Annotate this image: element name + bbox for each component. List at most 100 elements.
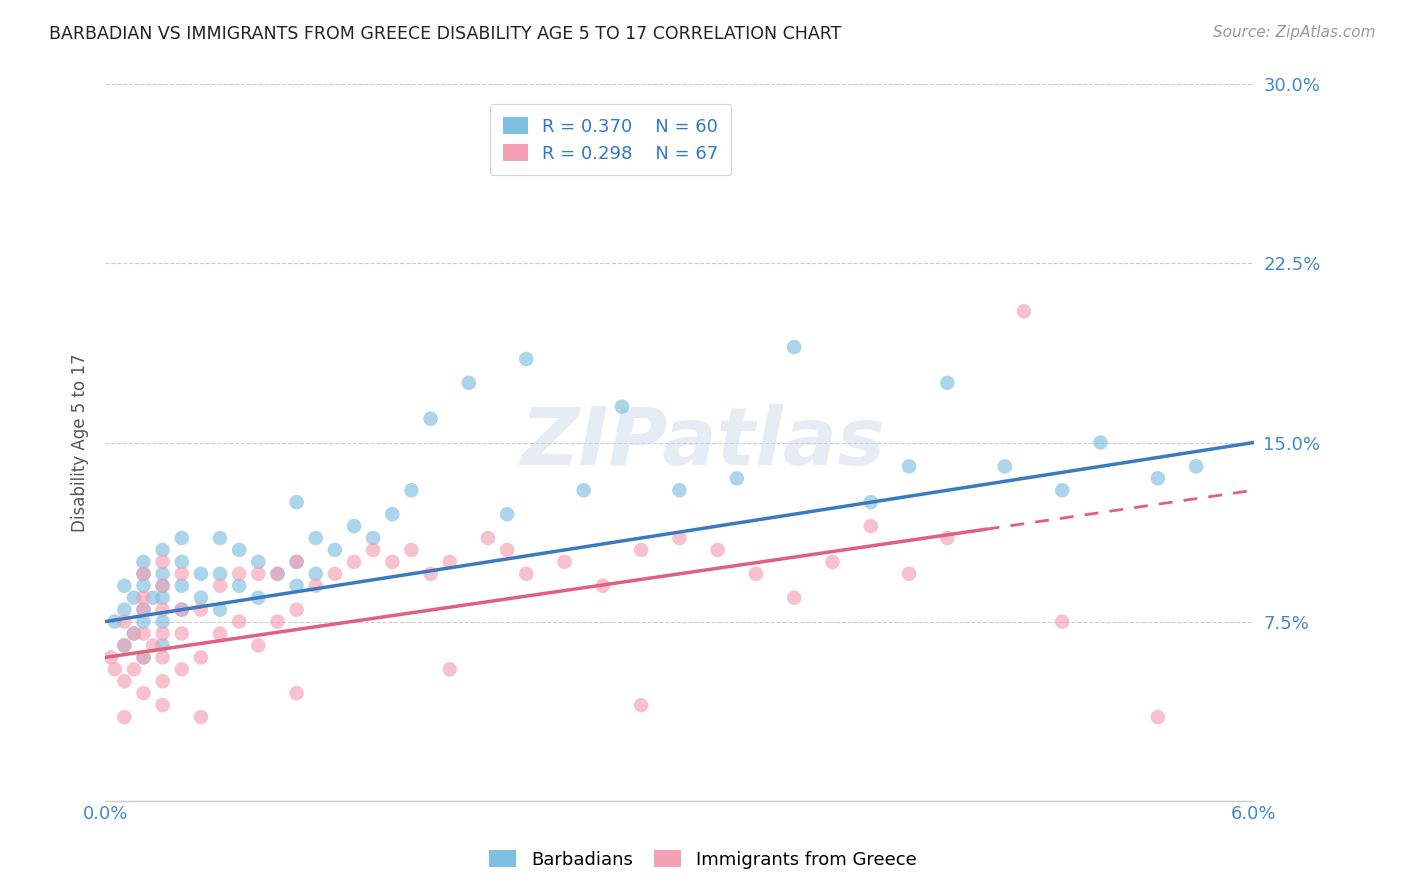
- Point: [936, 376, 959, 390]
- Point: [1050, 615, 1073, 629]
- Point: [266, 566, 288, 581]
- Point: [859, 519, 882, 533]
- Point: [1050, 483, 1073, 498]
- Point: [285, 579, 308, 593]
- Point: [228, 543, 250, 558]
- Point: [439, 662, 461, 676]
- Point: [343, 519, 366, 533]
- Point: [228, 615, 250, 629]
- Point: [112, 639, 135, 653]
- Point: [572, 483, 595, 498]
- Point: [100, 650, 122, 665]
- Legend: Barbadians, Immigrants from Greece: Barbadians, Immigrants from Greece: [482, 843, 924, 876]
- Point: [305, 579, 328, 593]
- Point: [554, 555, 576, 569]
- Point: [859, 495, 882, 509]
- Point: [610, 400, 633, 414]
- Point: [190, 710, 212, 724]
- Point: [190, 650, 212, 665]
- Point: [112, 602, 135, 616]
- Point: [496, 507, 519, 521]
- Point: [401, 483, 423, 498]
- Point: [152, 591, 174, 605]
- Point: [142, 591, 165, 605]
- Point: [132, 626, 155, 640]
- Point: [285, 555, 308, 569]
- Point: [477, 531, 499, 545]
- Legend: R = 0.370    N = 60, R = 0.298    N = 67: R = 0.370 N = 60, R = 0.298 N = 67: [489, 104, 731, 175]
- Point: [285, 686, 308, 700]
- Point: [190, 566, 212, 581]
- Point: [152, 543, 174, 558]
- Point: [898, 459, 921, 474]
- Point: [209, 626, 232, 640]
- Point: [1147, 471, 1170, 485]
- Point: [132, 566, 155, 581]
- Point: [515, 566, 537, 581]
- Point: [132, 686, 155, 700]
- Point: [104, 615, 127, 629]
- Point: [285, 555, 308, 569]
- Point: [132, 602, 155, 616]
- Point: [630, 543, 652, 558]
- Point: [112, 615, 135, 629]
- Point: [152, 615, 174, 629]
- Point: [381, 507, 404, 521]
- Point: [247, 591, 270, 605]
- Point: [496, 543, 519, 558]
- Point: [152, 626, 174, 640]
- Point: [1090, 435, 1112, 450]
- Point: [439, 555, 461, 569]
- Point: [361, 543, 384, 558]
- Point: [994, 459, 1017, 474]
- Point: [112, 639, 135, 653]
- Text: ZIPatlas: ZIPatlas: [520, 403, 884, 482]
- Point: [266, 566, 288, 581]
- Point: [228, 579, 250, 593]
- Point: [361, 531, 384, 545]
- Point: [104, 662, 127, 676]
- Point: [247, 555, 270, 569]
- Point: [170, 531, 193, 545]
- Point: [285, 602, 308, 616]
- Point: [132, 650, 155, 665]
- Point: [152, 698, 174, 713]
- Point: [170, 602, 193, 616]
- Point: [323, 566, 346, 581]
- Point: [112, 710, 135, 724]
- Point: [170, 566, 193, 581]
- Point: [457, 376, 479, 390]
- Point: [515, 351, 537, 366]
- Point: [898, 566, 921, 581]
- Point: [142, 639, 165, 653]
- Point: [821, 555, 844, 569]
- Point: [209, 602, 232, 616]
- Point: [668, 531, 690, 545]
- Point: [381, 555, 404, 569]
- Point: [170, 602, 193, 616]
- Y-axis label: Disability Age 5 to 17: Disability Age 5 to 17: [72, 353, 89, 532]
- Point: [132, 555, 155, 569]
- Point: [152, 674, 174, 689]
- Point: [343, 555, 366, 569]
- Point: [122, 591, 145, 605]
- Point: [122, 662, 145, 676]
- Point: [122, 626, 145, 640]
- Point: [152, 639, 174, 653]
- Point: [305, 566, 328, 581]
- Point: [936, 531, 959, 545]
- Point: [170, 555, 193, 569]
- Point: [190, 602, 212, 616]
- Point: [592, 579, 614, 593]
- Point: [401, 543, 423, 558]
- Point: [1147, 710, 1170, 724]
- Point: [132, 591, 155, 605]
- Point: [323, 543, 346, 558]
- Point: [170, 662, 193, 676]
- Point: [1185, 459, 1208, 474]
- Point: [247, 639, 270, 653]
- Point: [209, 566, 232, 581]
- Point: [132, 650, 155, 665]
- Point: [228, 566, 250, 581]
- Point: [285, 495, 308, 509]
